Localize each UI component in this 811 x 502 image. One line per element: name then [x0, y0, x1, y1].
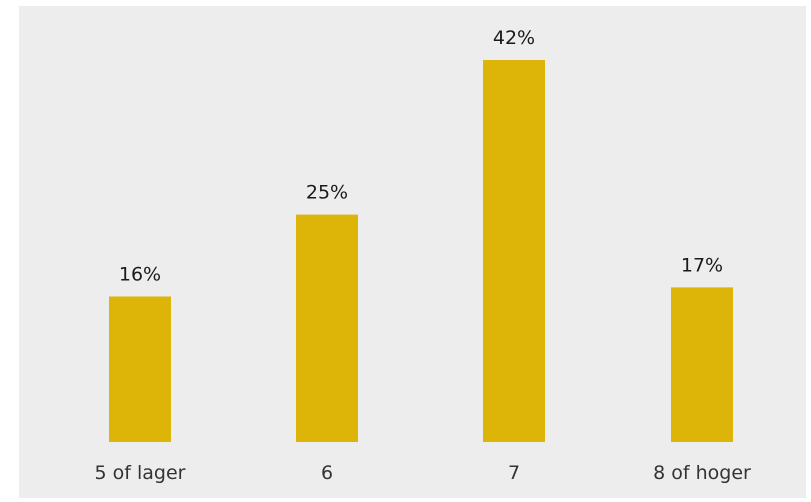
data-label-2: 25%	[306, 182, 348, 204]
data-labels-group: 16% 25% 42% 17%	[119, 27, 723, 285]
x-tick-label-4: 8 of hoger	[653, 462, 751, 484]
x-tick-label-1: 5 of lager	[95, 462, 186, 484]
bar-2	[296, 214, 358, 442]
x-tick-labels-group: 5 of lager 6 7 8 of hoger	[95, 462, 752, 484]
data-label-3: 42%	[493, 27, 535, 49]
data-label-1: 16%	[119, 263, 161, 285]
bar-4	[671, 287, 733, 442]
x-tick-label-2: 6	[321, 462, 333, 484]
bars-group	[109, 60, 733, 442]
bar-3	[483, 60, 545, 442]
x-tick-label-3: 7	[508, 462, 520, 484]
data-label-4: 17%	[681, 254, 723, 276]
bar-1	[109, 296, 171, 442]
